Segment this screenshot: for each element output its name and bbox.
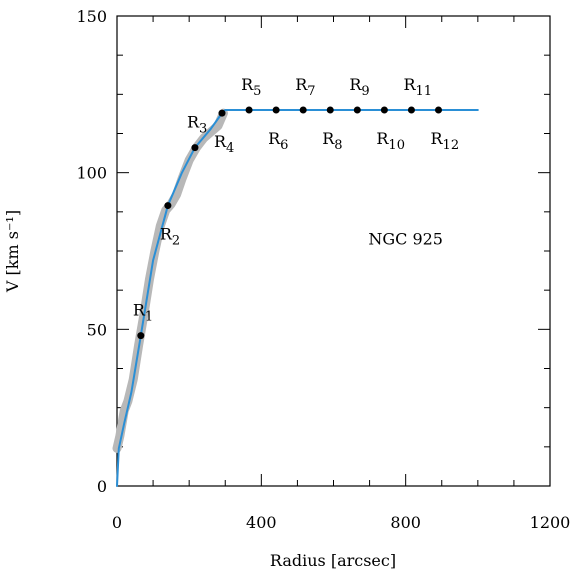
radius-point [353, 106, 361, 114]
y-tick-label: 100 [76, 164, 107, 183]
point-label: R8 [322, 129, 342, 153]
radius-point [245, 106, 253, 114]
radius-point [191, 144, 199, 152]
x-axis-label: Radius [arcsec] [270, 551, 396, 570]
radius-point [299, 106, 307, 114]
point-label-subscript: 1 [145, 310, 153, 325]
point-label: R12 [431, 129, 460, 153]
x-tick-label: 400 [246, 513, 277, 532]
data-band [112, 108, 228, 453]
point-label: R11 [403, 75, 432, 99]
point-label-subscript: 12 [443, 138, 460, 153]
point-label-subscript: 2 [172, 234, 180, 249]
point-label-subscript: 8 [334, 138, 342, 153]
radius-point [164, 202, 172, 210]
point-label: R3 [187, 113, 207, 137]
point-label: R2 [160, 225, 180, 249]
point-label: R6 [268, 129, 288, 153]
point-label: R7 [295, 75, 315, 99]
point-label-subscript: 10 [388, 138, 405, 153]
y-tick-label: 0 [97, 477, 107, 496]
point-label: R9 [349, 75, 369, 99]
point-label-subscript: 4 [226, 141, 234, 156]
radius-point [435, 106, 443, 114]
point-label-subscript: 11 [415, 84, 432, 99]
point-label: R10 [376, 129, 405, 153]
x-tick-label: 800 [390, 513, 421, 532]
y-tick-label: 50 [87, 320, 107, 339]
point-label-subscript: 7 [307, 84, 315, 99]
point-label: R4 [214, 132, 234, 156]
radius-point [137, 332, 145, 340]
x-tick-label: 1200 [530, 513, 571, 532]
radius-point [326, 106, 334, 114]
radius-point [380, 106, 388, 114]
point-label-subscript: 9 [361, 84, 369, 99]
point-label: R5 [241, 75, 261, 99]
y-tick-label: 150 [76, 7, 107, 26]
point-label-subscript: 6 [280, 138, 288, 153]
x-tick-label: 0 [112, 513, 122, 532]
model-curve [116, 109, 479, 487]
annotation: NGC 925 [368, 229, 443, 248]
radius-point [218, 109, 226, 117]
radius-point [272, 106, 280, 114]
y-axis-label: V [km s⁻¹] [3, 210, 22, 293]
point-label-subscript: 5 [253, 84, 261, 99]
radius-point [407, 106, 415, 114]
plot-frame [116, 15, 551, 487]
point-label-subscript: 3 [199, 122, 207, 137]
